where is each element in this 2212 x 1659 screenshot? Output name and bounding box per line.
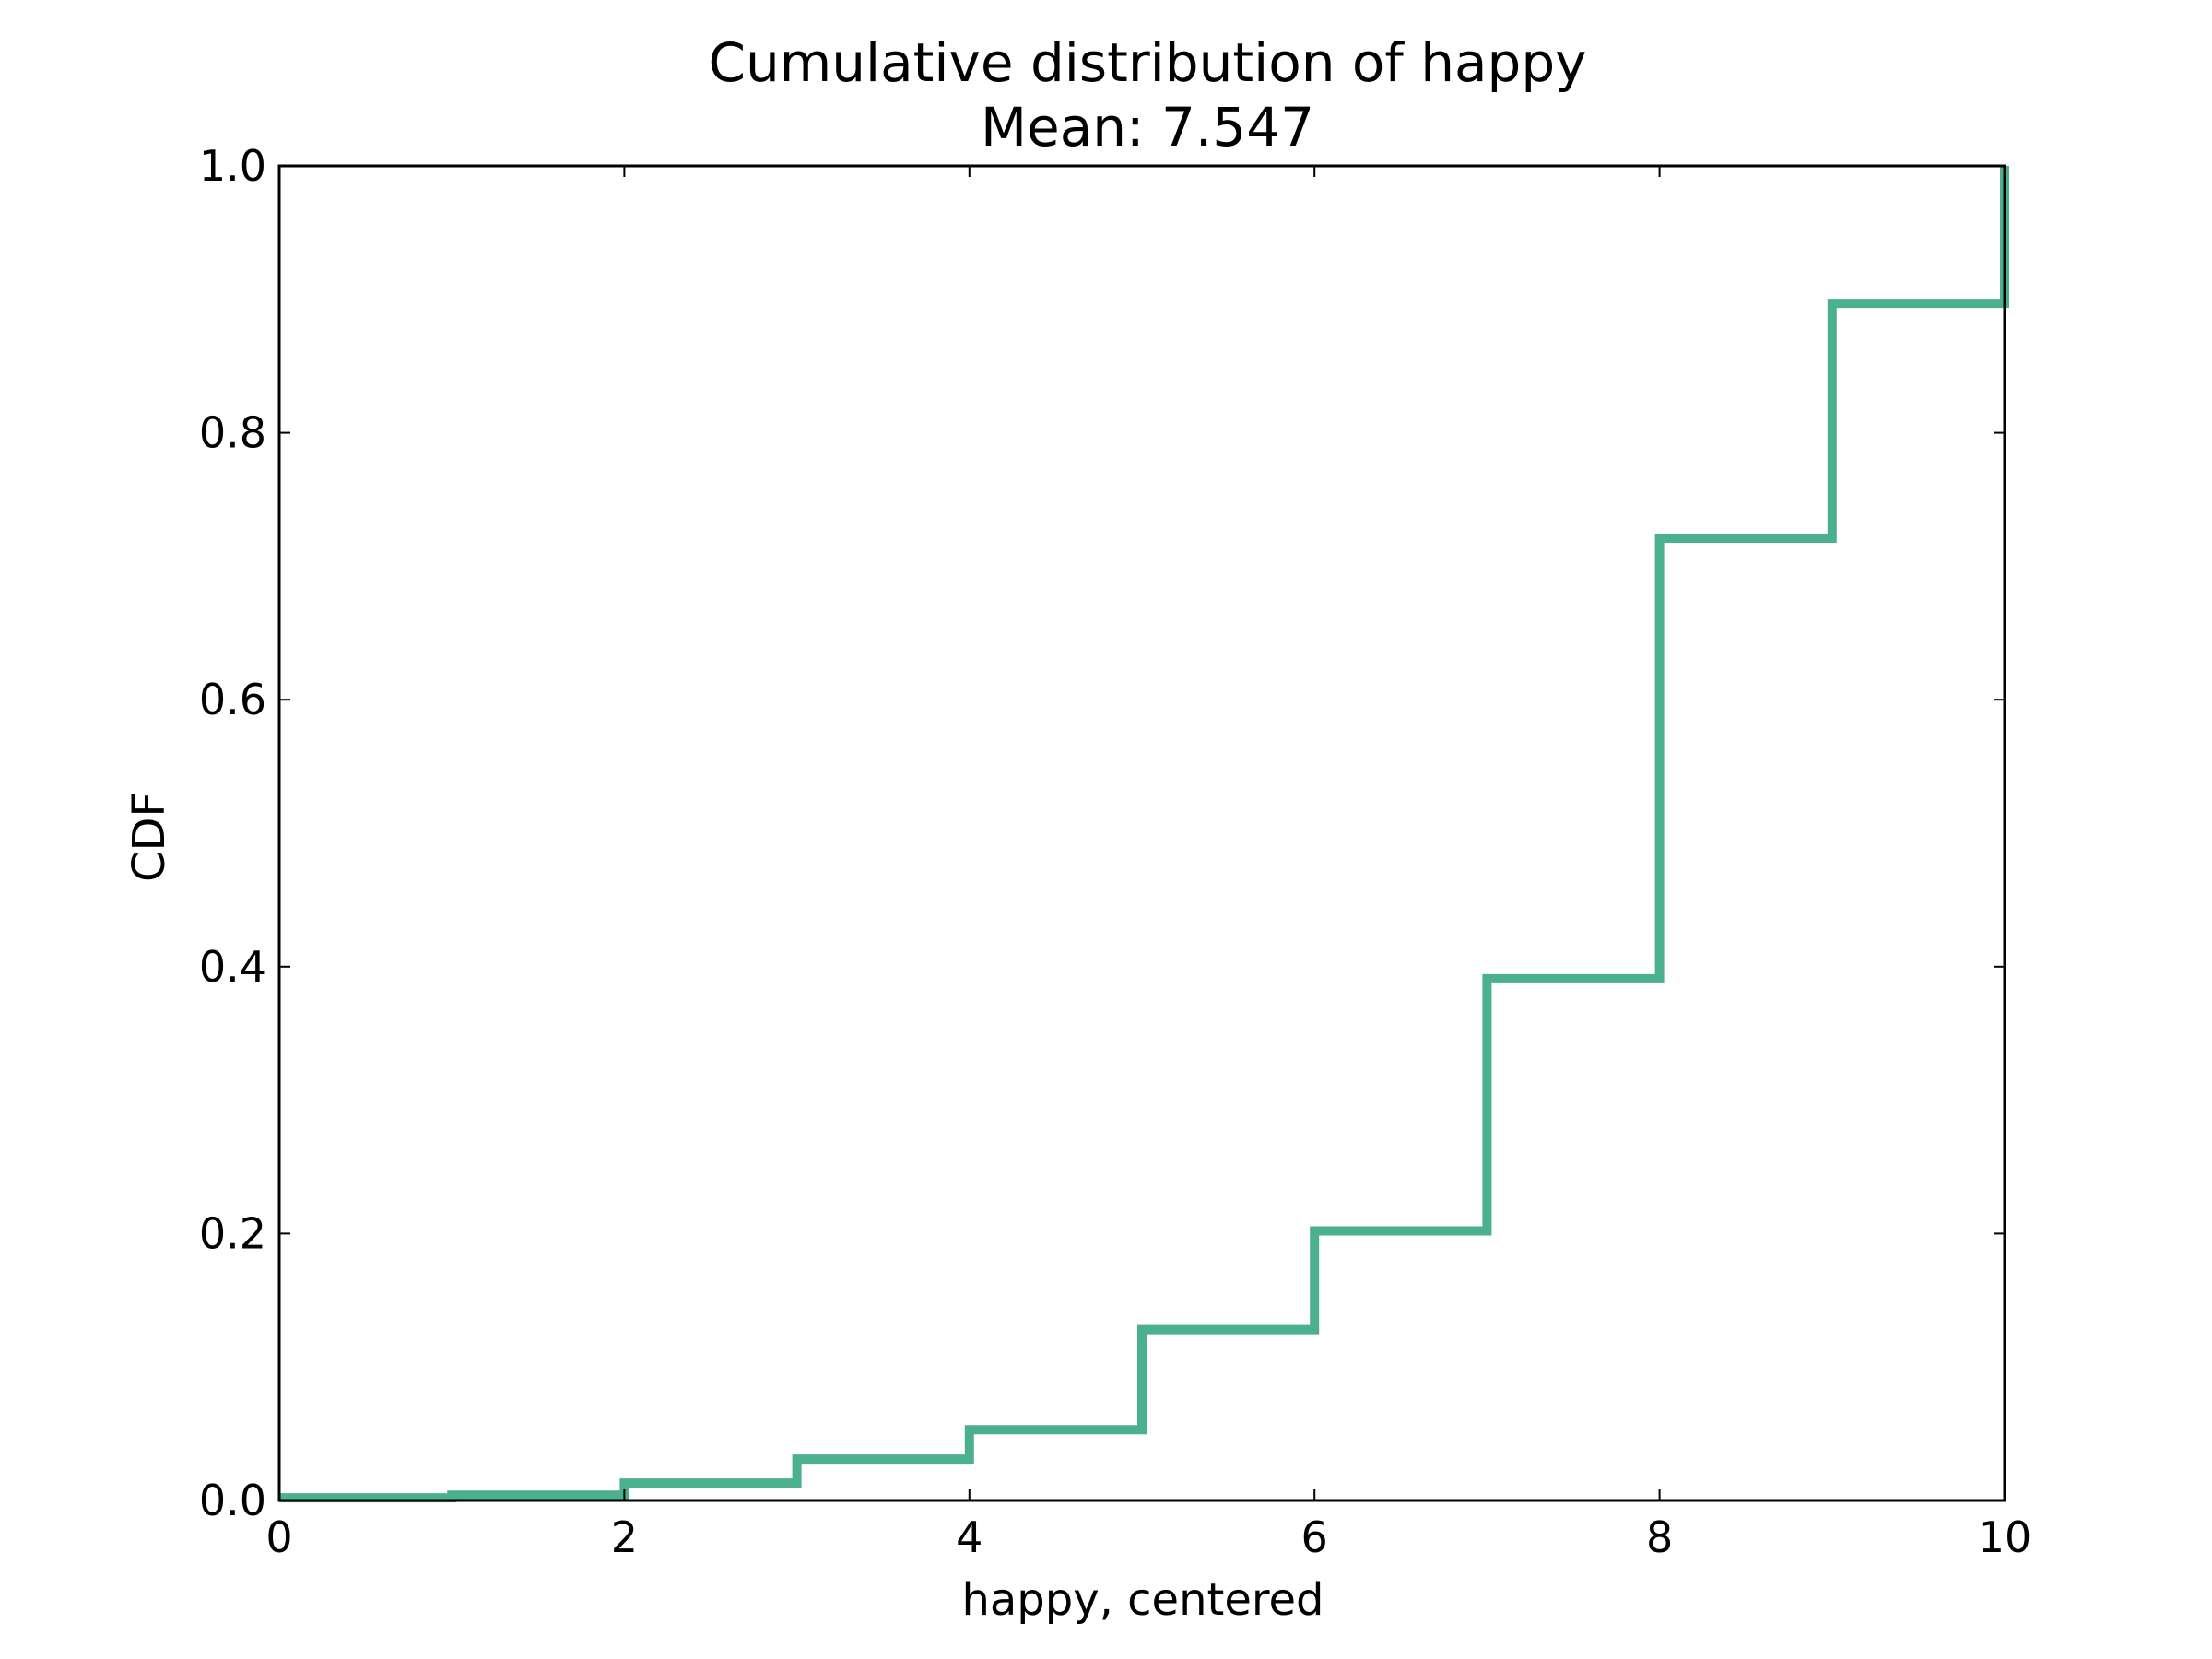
y-tick-label: 1.0 [199, 141, 266, 191]
y-axis-label: CDF [124, 792, 175, 882]
cdf-step-line-1 [279, 166, 2009, 1503]
y-tick-label: 0.4 [199, 942, 266, 992]
x-tick-label: 4 [956, 1512, 982, 1562]
y-tick-label: 0.2 [199, 1208, 266, 1258]
x-tick-label: 2 [611, 1512, 638, 1562]
x-axis-label: happy, centered [961, 1574, 1324, 1626]
x-tick-label: 0 [265, 1512, 292, 1562]
plot-area: 0 2 4 6 8 10 0.0 0.2 0.4 0.6 0.8 1.0 [199, 141, 2031, 1562]
y-tick-label: 0.8 [199, 408, 266, 458]
x-tick-label: 8 [1646, 1512, 1673, 1562]
x-tick-label: 10 [1978, 1512, 2032, 1562]
chart-subtitle: Mean: 7.547 [981, 96, 1314, 159]
chart-title: Cumulative distribution of happy [708, 31, 1586, 94]
y-tick-label: 0.0 [199, 1476, 266, 1525]
y-tick-label: 0.6 [199, 675, 266, 724]
x-tick-label: 6 [1301, 1512, 1328, 1562]
plot-frame [277, 164, 2006, 1502]
